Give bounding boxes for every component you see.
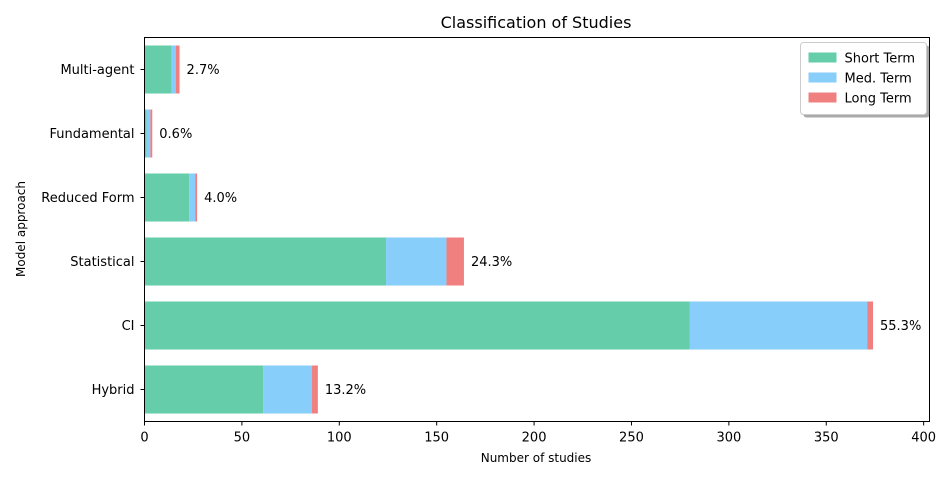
legend-label: Long Term — [845, 92, 912, 107]
bar-statistical-long-term — [446, 237, 464, 286]
x-tick-label: 300 — [716, 431, 741, 446]
legend-swatch — [808, 52, 837, 63]
bar-label: 4.0% — [204, 191, 237, 206]
bar-ci-med-term — [689, 301, 868, 350]
plot-frame — [144, 37, 930, 422]
x-tick-label: 150 — [424, 431, 449, 446]
legend: Short Term Med. Term Long Term — [800, 42, 930, 118]
bar-statistical-med-term — [386, 237, 447, 286]
y-tick-label: Statistical — [70, 255, 134, 270]
bar-label: 2.7% — [187, 63, 220, 78]
bar-label: 0.6% — [159, 127, 192, 142]
bar-hybrid-long-term — [312, 365, 318, 414]
bar-hybrid-short-term — [144, 365, 264, 414]
chart-title: Classification of Studies — [441, 13, 632, 32]
x-tick-label: 50 — [234, 431, 251, 446]
bar-label: 55.3% — [880, 319, 921, 334]
y-tick-label: Multi-agent — [60, 63, 134, 78]
x-tick-label: 400 — [911, 431, 936, 446]
x-tick-label: 350 — [814, 431, 839, 446]
bar-fundamental-long-term — [150, 109, 153, 158]
x-tick-label: 200 — [522, 431, 547, 446]
plot-area: 13.2% 55.3% 24.3% 4.0% 0.6% 2.7% — [144, 45, 921, 414]
legend-label: Short Term — [845, 52, 916, 67]
y-tick-label: Hybrid — [92, 383, 135, 398]
bar-label: 24.3% — [471, 255, 512, 270]
bar-multi-agent-med-term — [171, 45, 176, 94]
y-tick-label: Fundamental — [49, 127, 134, 142]
bar-label: 13.2% — [325, 383, 366, 398]
legend-swatch — [808, 72, 837, 83]
y-tick-label: Reduced Form — [41, 191, 134, 206]
bar-reduced-form-long-term — [195, 173, 198, 222]
y-tick-label: CI — [122, 319, 135, 334]
bar-multi-agent-long-term — [175, 45, 180, 94]
x-tick-label: 250 — [619, 431, 644, 446]
x-axis-label: Number of studies — [481, 451, 592, 465]
bar-multi-agent-short-term — [144, 45, 172, 94]
y-axis-label: Model approach — [14, 181, 28, 277]
x-tick-label: 100 — [327, 431, 352, 446]
legend-swatch — [808, 92, 837, 103]
axes: Hybrid CI Statistical Reduced Form Fundament… — [41, 63, 936, 446]
bar-statistical-short-term — [144, 237, 387, 286]
bar-reduced-form-short-term — [144, 173, 190, 222]
x-tick-label: 0 — [140, 431, 148, 446]
bar-reduced-form-med-term — [189, 173, 196, 222]
bar-fundamental-med-term — [146, 109, 151, 158]
bar-ci-short-term — [144, 301, 690, 350]
bar-ci-long-term — [867, 301, 874, 350]
legend-label: Med. Term — [845, 72, 912, 87]
bar-hybrid-med-term — [263, 365, 313, 414]
bar-fundamental-short-term — [144, 109, 147, 158]
